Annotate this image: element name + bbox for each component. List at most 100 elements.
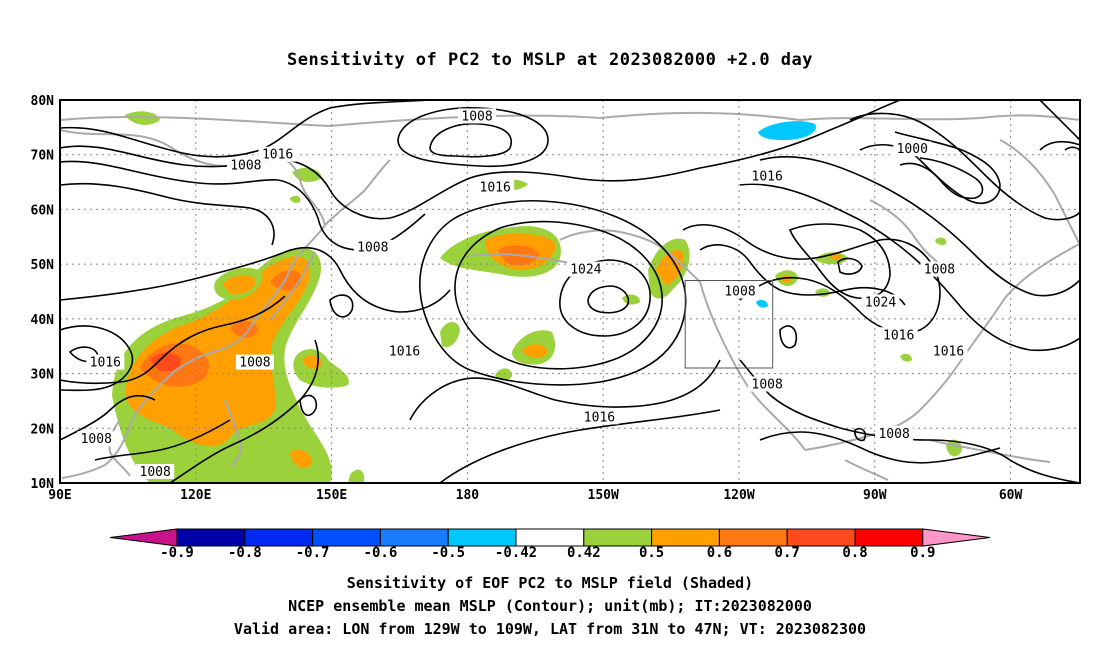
shade-orange (222, 275, 256, 295)
colorbar-segment (651, 528, 720, 547)
lon-label: 120E (180, 488, 211, 503)
coastlines (60, 111, 1080, 481)
contour-label: 1024 (865, 295, 896, 310)
lon-label: 90E (48, 488, 71, 503)
coast-japan (269, 251, 316, 321)
colorbar-tick-label: 0.8 (842, 545, 867, 561)
contour-label-bg (258, 146, 297, 162)
coast-asia (60, 129, 327, 479)
colorbar-segment (718, 528, 788, 547)
shade-red (150, 352, 181, 372)
coast-hudson (869, 199, 951, 271)
contour-label-bg (77, 431, 116, 447)
caption-line-2: NCEP ensemble mean MSLP (Contour); unit(… (288, 597, 812, 615)
contour-label: 1016 (883, 328, 914, 343)
contour-label: 1008 (81, 432, 112, 447)
coast-alaska (559, 229, 701, 283)
colorbar-segment (244, 528, 314, 547)
lon-label: 90W (863, 488, 887, 503)
contour-label-bg (748, 376, 787, 392)
shade-cyan (756, 299, 768, 308)
contour-label: 1008 (357, 241, 388, 256)
colorbar-tick-label: -0.9 (160, 545, 194, 561)
colorbar-tick-label: -0.7 (296, 545, 330, 561)
shade-green (440, 321, 460, 348)
coast-aleutians (469, 252, 576, 265)
contour-label: 1008 (724, 285, 755, 300)
colorbar-tick-label: -0.42 (495, 545, 537, 561)
colorbar-segment (515, 528, 585, 547)
coast-na-west (699, 281, 806, 451)
lon-label: 150E (316, 488, 347, 503)
colorbar-tick-label: -0.5 (431, 545, 465, 561)
coast-indochina (108, 419, 131, 477)
contour-label: 1008 (239, 356, 270, 371)
shade-green (622, 294, 640, 305)
lon-axis: 90E 120E 150E 180 150W 120W 90W 60W (48, 488, 1022, 503)
contour-label: 1016 (933, 345, 964, 360)
valid-area-box (684, 280, 774, 369)
colorbar-tick-label: 0.6 (707, 545, 732, 561)
coast-na-east (919, 243, 1080, 411)
colorbar-segment (854, 528, 924, 547)
shade-orange (290, 449, 312, 468)
contour-label-bg (920, 261, 959, 277)
shade-green (935, 237, 947, 245)
colorbar-tick-label: 0.5 (639, 545, 664, 561)
contour-label: 1016 (752, 170, 783, 185)
lon-label: 60W (999, 488, 1023, 503)
contour-label: 1008 (752, 378, 783, 393)
contour-label-bg (748, 168, 787, 184)
contour-label: 1008 (140, 465, 171, 480)
colorbar: -0.9 -0.8 -0.7 -0.6 -0.5 -0.42 0.42 0.5 0.6 0.7 0.… (109, 528, 991, 561)
colorbar-segment (176, 528, 246, 547)
contour-label-bg (929, 343, 968, 359)
colorbar-tick-label: 0.9 (910, 545, 935, 561)
lon-label: 150W (588, 488, 619, 503)
shade-orange (522, 344, 548, 358)
contour-label-bg (566, 261, 605, 277)
contour-label: 1016 (480, 181, 511, 196)
lat-label: 60N (31, 203, 55, 218)
contour-label: 1008 (878, 427, 909, 442)
colorbar-tick-label: 0.42 (567, 545, 601, 561)
coast-na-gulf (804, 409, 921, 451)
contour-label-bg (235, 354, 274, 370)
colorbar-high-arrow (922, 528, 991, 547)
shade-orange (830, 253, 842, 260)
contour-label: 1008 (230, 159, 261, 174)
contour-label: 1008 (461, 109, 492, 124)
caption-line-1: Sensitivity of EOF PC2 to MSLP field (Sh… (346, 574, 754, 592)
colorbar-tick-label: 0.7 (775, 545, 800, 561)
coast-central-america (844, 459, 889, 481)
colorbar-tick-label: -0.8 (228, 545, 262, 561)
contour-labels: 1008 1016 1008 1016 1000 1016 1024 1008 1008 1008… (77, 108, 968, 480)
contour-label: 1024 (570, 263, 601, 278)
shade-green (293, 349, 349, 388)
lat-label: 80N (31, 94, 55, 109)
lat-axis: 80N 70N 60N 50N 40N 30N 20N 10N (31, 94, 55, 492)
shade-green (815, 288, 830, 297)
lat-label: 20N (31, 422, 55, 437)
colorbar-segment (379, 528, 449, 547)
plot-frame (59, 99, 1081, 484)
colorbar-segment (447, 528, 517, 547)
coast-arctic (60, 111, 1080, 128)
colorbar-tick-label: -0.6 (364, 545, 398, 561)
contour-label-bg (353, 239, 392, 255)
contour-label-bg (875, 425, 914, 441)
contour-label: 1016 (389, 345, 420, 360)
contour-label-bg (226, 157, 265, 173)
shade-green (348, 469, 365, 483)
contour-label-bg (476, 179, 515, 195)
lat-label: 70N (31, 149, 55, 164)
coast-caribbean (929, 439, 1051, 463)
shade-green (495, 368, 512, 381)
shade-green (900, 353, 912, 362)
lon-label: 120W (723, 488, 754, 503)
contour-label-bg (893, 141, 932, 157)
contour-label-bg (861, 294, 900, 310)
contour-label: 1000 (897, 142, 928, 157)
coast-kamchatka (324, 159, 391, 226)
